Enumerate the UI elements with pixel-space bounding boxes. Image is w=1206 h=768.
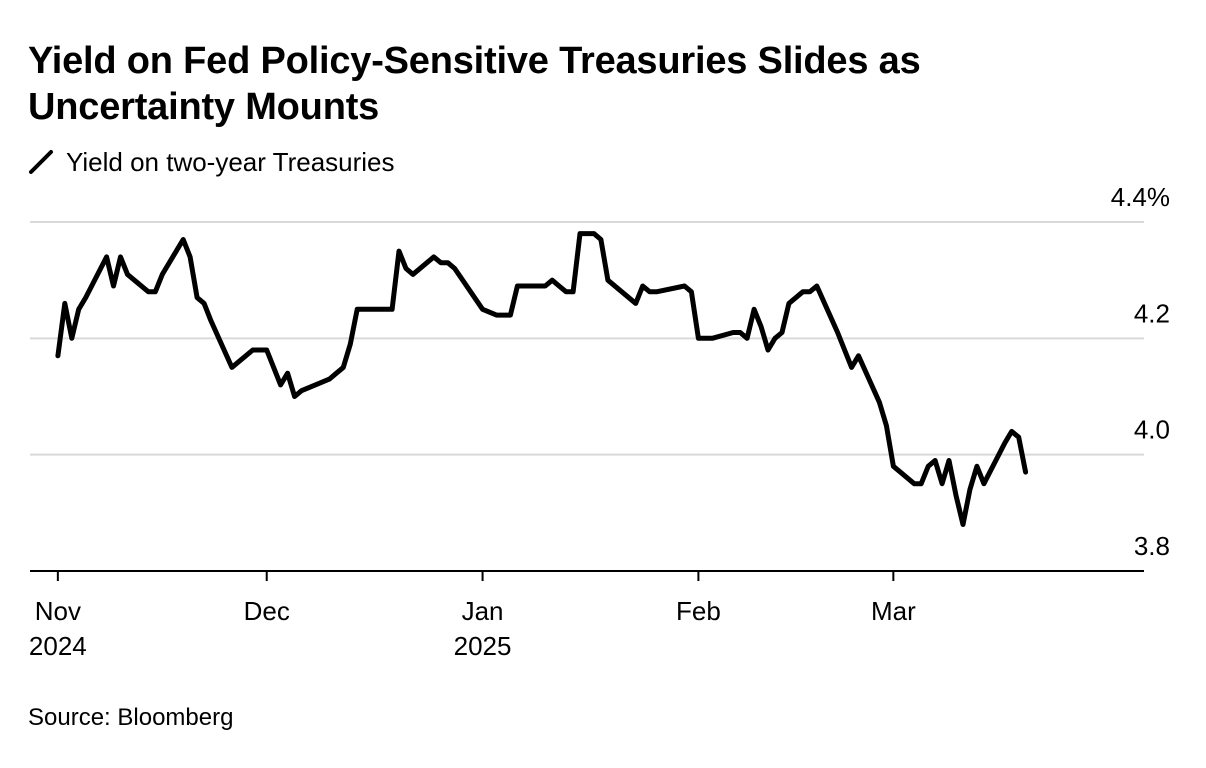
series-line [55, 231, 1029, 527]
x-axis: Nov 2024 Dec Jan 2025 Feb Mar [29, 570, 1144, 661]
series-layer [55, 231, 1029, 527]
y-tick-label: 4.2 [1134, 298, 1170, 328]
legend: Yield on two-year Treasuries [28, 144, 395, 180]
chart-title: Yield on Fed Policy-Sensitive Treasuries… [28, 40, 921, 128]
source-note: Source: Bloomberg [28, 704, 234, 731]
x-tick-sublabel: 2025 [454, 631, 512, 661]
y-axis: 3.8 4.0 4.2 4.4% [1111, 182, 1170, 561]
y-tick-label: 4.0 [1134, 415, 1170, 445]
x-tick-sublabel: 2024 [29, 631, 87, 661]
y-tick-label: 4.4% [1111, 182, 1170, 212]
legend-line-icon [29, 150, 53, 174]
line-chart: 3.8 4.0 4.2 4.4% Nov 2024 Dec Jan 2025 Feb Mar [29, 182, 1170, 661]
x-tick-label: Jan [462, 596, 504, 626]
x-tick-label: Nov [35, 596, 81, 626]
x-tick-label: Mar [871, 596, 916, 626]
legend-label: Yield on two-year Treasuries [66, 146, 395, 177]
gridlines [30, 221, 1144, 456]
x-tick-label: Feb [676, 596, 721, 626]
x-tick-label: Dec [244, 596, 290, 626]
y-tick-label: 3.8 [1134, 531, 1170, 561]
